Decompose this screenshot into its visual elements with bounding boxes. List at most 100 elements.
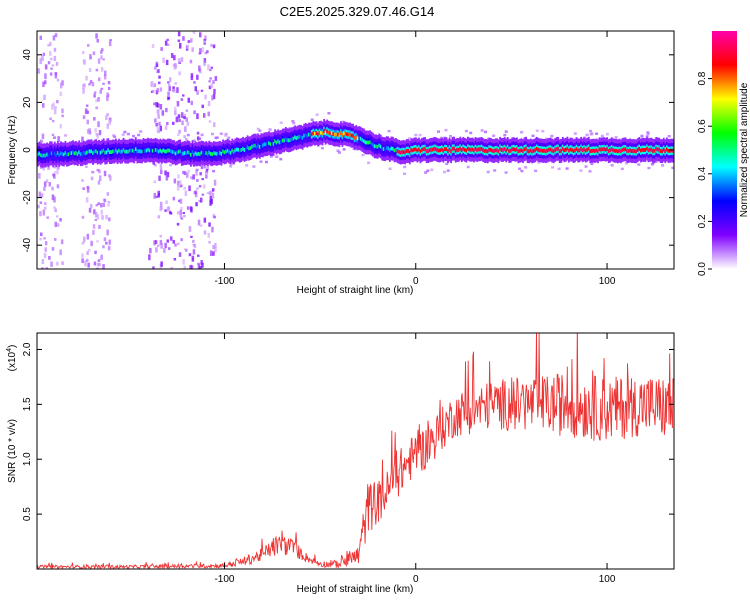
spectrogram-noise-cell: [176, 211, 180, 215]
spectrogram-ridge-cell: [519, 148, 521, 153]
spectrogram-ridge-cell: [144, 149, 146, 153]
colorbar: 0.0 0.2 0.4 0.6 0.8 Normalized spectral ampl…: [697, 31, 750, 276]
spectrogram-noise-cell: [211, 226, 214, 233]
spectrogram-ridge-cell: [613, 148, 616, 153]
spectrogram-ridge-cell: [254, 143, 257, 148]
spectrogram-noise-cell: [50, 261, 53, 267]
snr-y-tick-label: 0.5: [22, 507, 33, 521]
spectrogram-ridge-cell: [242, 146, 244, 151]
spectrogram-noise-cell: [43, 94, 46, 100]
spectrogram-ridge-cell: [506, 147, 509, 151]
spectrogram-noise-cell: [81, 241, 85, 245]
spectrogram-ridge-cell: [232, 150, 235, 154]
spectrogram-noise-cell: [152, 89, 155, 93]
spectrogram-noise-cell: [107, 86, 111, 91]
spectrogram-noise-cell: [190, 73, 194, 77]
spectrogram-noise-cell: [167, 84, 171, 87]
spectrogram-noise-cell: [158, 121, 161, 126]
spectrogram-noise-cell: [211, 192, 215, 199]
spectrogram-ridge-cell: [565, 147, 567, 152]
spectrogram-noise-cell: [93, 261, 97, 266]
spectrogram-noise-cell: [178, 199, 181, 203]
spectrogram-noise-cell: [87, 44, 90, 47]
spectrogram-noise-cell: [93, 117, 96, 121]
spectrogram-noise-cell: [183, 171, 187, 176]
spectrogram-noise-cell: [59, 123, 62, 129]
spectrogram-noise-cell: [197, 254, 200, 257]
spectrogram-noise-cell: [148, 254, 151, 261]
spectrogram-ridge-cell: [610, 147, 613, 152]
spectrogram-noise-cell: [557, 167, 561, 171]
spectrogram-noise-cell: [520, 169, 524, 173]
spectrogram-noise-cell: [59, 91, 63, 97]
spectrogram-ridge-cell: [490, 148, 492, 152]
spectrogram-ridge-cell: [349, 132, 351, 137]
spectrogram-noise-cell: [227, 136, 231, 139]
spectrogram-noise-cell: [112, 134, 116, 137]
spectrogram-y-tick-label: 0: [22, 147, 33, 153]
spectrogram-noise-cell: [150, 82, 153, 87]
spectrogram-ridge-cell: [60, 151, 62, 156]
spectrogram-ridge-cell: [255, 145, 258, 150]
spectrogram-ridge-cell: [638, 147, 641, 151]
spectrogram-noise-cell: [190, 207, 193, 213]
spectrogram-noise-cell: [153, 240, 156, 246]
spectrogram-noise-cell: [109, 117, 112, 122]
spectrogram-noise-cell: [54, 33, 58, 38]
spectrogram-noise-cell: [486, 170, 490, 174]
spectrogram-ridge-cell: [552, 149, 555, 154]
spectrogram-noise-cell: [209, 195, 213, 202]
spectrogram-x-tick-label: 100: [599, 276, 616, 287]
spectrogram-ridge-cell: [125, 149, 128, 154]
spectrogram-noise-cell: [191, 255, 195, 260]
spectrogram-noise-cell: [42, 52, 46, 56]
spectrogram-noise-cell: [196, 136, 200, 141]
spectrogram-noise-cell: [159, 104, 163, 110]
spectrogram-noise-cell: [49, 117, 52, 120]
spectrogram-ridge-cell: [56, 151, 59, 155]
spectrogram-ridge-cell: [116, 150, 119, 155]
spectrogram-ridge-cell: [401, 150, 403, 155]
spectrogram-noise-cell: [155, 247, 158, 253]
spectrogram-noise-cell: [190, 76, 194, 81]
spectrogram-ridge-cell: [551, 148, 553, 153]
spectrogram-noise-cell: [39, 166, 43, 169]
spectrogram-ridge-cell: [586, 147, 589, 152]
spectrogram-noise-cell: [201, 193, 205, 196]
spectrogram-noise-cell: [52, 35, 56, 41]
spectrogram-noise-cell: [203, 113, 206, 118]
spectrogram-ridge-cell: [526, 149, 529, 153]
spectrogram-ridge-cell: [138, 149, 140, 153]
spectrogram-ridge-cell: [43, 153, 45, 158]
spectrogram-noise-cell: [166, 122, 169, 126]
spectrogram-noise-cell: [443, 170, 446, 174]
spectrogram-ridge-cell: [323, 129, 325, 133]
spectrogram-noise-cell: [212, 251, 215, 256]
spectrogram-ridge-cell: [206, 152, 209, 157]
spectrogram-noise-cell: [184, 190, 188, 196]
spectrogram-ridge-cell: [248, 146, 250, 151]
spectrogram-noise-cell: [210, 83, 214, 88]
spectrogram-y-tick-label: -40: [22, 238, 33, 253]
spectrogram-noise-cell: [493, 169, 497, 172]
spectrogram-ridge-cell: [568, 148, 570, 153]
spectrogram-noise-cell: [84, 108, 88, 115]
spectrogram-noise-cell: [165, 59, 169, 66]
spectrogram-ridge-cell: [252, 143, 255, 148]
spectrogram-ridge-cell: [471, 147, 474, 152]
spectrogram-ridge-cell: [205, 151, 208, 155]
spectrogram-ridge-cell: [500, 148, 503, 152]
spectrogram-noise-cell: [341, 120, 345, 124]
spectrogram-noise-cell: [53, 206, 56, 209]
spectrogram-noise-cell: [41, 133, 45, 139]
spectrogram-ridge-cell: [107, 148, 110, 153]
spectrogram-noise-cell: [83, 59, 86, 65]
spectrogram-ridge-cell: [454, 148, 457, 153]
spectrogram-noise-cell: [646, 132, 650, 135]
spectrogram-noise-cell: [188, 226, 192, 232]
spectrogram-noise-cell: [430, 168, 434, 172]
spectrogram-noise-cell: [177, 242, 180, 246]
spectrogram-ridge-cell: [262, 143, 264, 148]
spectrogram-ridge-cell: [333, 132, 336, 137]
spectrogram-noise-cell: [155, 102, 158, 108]
